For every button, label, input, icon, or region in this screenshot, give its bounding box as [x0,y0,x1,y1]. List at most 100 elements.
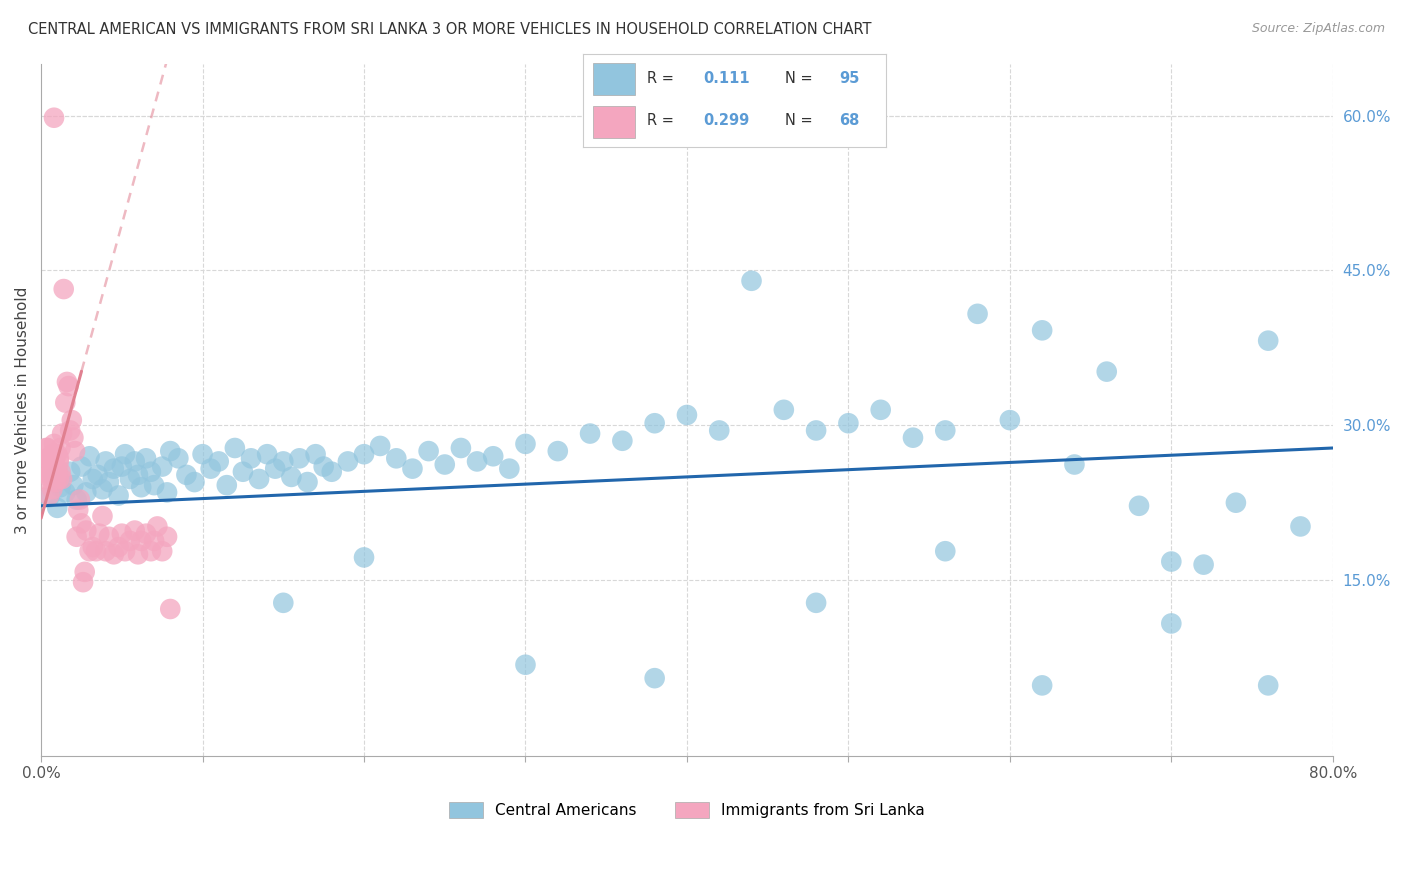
Point [934,424,956,438]
Point [38,488,60,502]
Point [135,526,157,541]
Point [111,526,134,541]
Point [45,475,67,489]
Point [56,375,79,389]
Point [94,454,117,468]
Point [433,458,456,472]
Point [94,544,117,558]
Point [129,533,152,548]
Point [107,488,129,502]
Text: 68: 68 [839,113,859,128]
Point [42,470,65,484]
Point [60,413,83,427]
Point [66,492,89,507]
Point [63,444,86,458]
Point [321,465,343,479]
Point [966,307,988,321]
Point [45,447,67,461]
Point [998,413,1021,427]
Point [676,408,699,422]
Point [208,454,231,468]
Point [200,461,222,475]
Point [46,500,69,515]
Point [901,431,924,445]
Point [62,478,84,492]
Point [51,426,73,441]
Point [224,441,246,455]
Point [240,451,263,466]
Point [127,547,149,561]
Point [450,441,472,455]
Point [159,602,181,616]
Point [82,472,104,486]
Point [51,472,73,486]
Point [741,274,763,288]
Point [1031,323,1053,337]
Point [837,416,859,430]
Point [91,483,114,497]
Point [124,454,146,468]
Point [150,544,173,558]
Point [67,503,90,517]
Point [1160,616,1182,631]
Point [39,467,62,482]
Point [42,461,65,475]
Text: CENTRAL AMERICAN VS IMMIGRANTS FROM SRI LANKA 3 OR MORE VEHICLES IN HOUSEHOLD CO: CENTRAL AMERICAN VS IMMIGRANTS FROM SRI … [28,22,872,37]
Point [1160,555,1182,569]
Point [53,485,76,500]
Point [59,465,82,479]
Point [82,540,104,554]
Point [772,402,794,417]
Point [70,459,93,474]
Point [46,447,69,461]
Point [297,475,319,489]
Point [46,465,69,479]
Point [176,467,198,482]
Point [124,524,146,538]
Point [1192,558,1215,572]
Point [1095,365,1118,379]
Point [49,441,72,455]
Point [401,461,423,475]
Point [111,459,134,474]
Point [38,470,60,484]
Point [34,472,56,486]
Point [46,461,69,475]
Point [482,449,505,463]
Point [135,451,157,466]
Point [709,424,731,438]
Point [62,431,84,445]
Point [644,671,666,685]
Point [498,461,520,475]
Point [183,475,205,489]
Point [35,441,58,455]
Point [129,480,152,494]
Text: Source: ZipAtlas.com: Source: ZipAtlas.com [1251,22,1385,36]
Point [465,454,488,468]
Point [215,478,238,492]
Point [579,426,602,441]
Point [156,530,179,544]
Point [385,451,408,466]
Point [288,451,311,466]
Point [934,544,956,558]
Point [146,519,169,533]
Point [41,483,63,497]
Point [97,475,120,489]
Point [118,533,141,548]
Point [48,472,70,486]
Point [114,447,136,461]
Point [79,544,101,558]
Point [37,451,59,466]
Point [150,459,173,474]
Point [1063,458,1085,472]
Point [869,402,891,417]
Point [143,478,166,492]
Point [48,454,70,468]
Point [118,472,141,486]
Point [353,550,375,565]
Point [256,447,278,461]
Text: R =: R = [647,113,679,128]
Text: 0.299: 0.299 [703,113,749,128]
Point [353,447,375,461]
